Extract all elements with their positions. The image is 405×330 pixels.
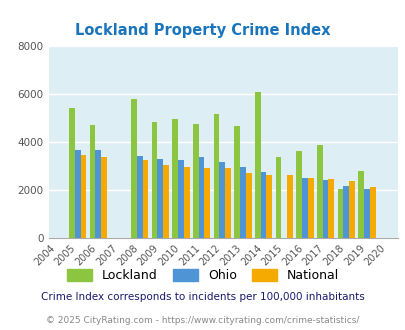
- Bar: [357, 171, 363, 238]
- Bar: [254, 92, 260, 238]
- Bar: [75, 150, 80, 238]
- Bar: [80, 155, 86, 238]
- Bar: [204, 168, 210, 238]
- Bar: [225, 168, 230, 238]
- Bar: [301, 178, 307, 238]
- Bar: [286, 176, 292, 238]
- Bar: [363, 188, 369, 238]
- Bar: [90, 125, 95, 238]
- Bar: [213, 115, 219, 238]
- Bar: [219, 162, 225, 238]
- Bar: [178, 160, 183, 238]
- Bar: [142, 160, 148, 238]
- Bar: [234, 126, 239, 238]
- Bar: [95, 150, 101, 238]
- Bar: [275, 157, 281, 238]
- Bar: [157, 159, 163, 238]
- Bar: [198, 157, 204, 238]
- Bar: [260, 172, 266, 238]
- Text: Crime Index corresponds to incidents per 100,000 inhabitants: Crime Index corresponds to incidents per…: [41, 292, 364, 302]
- Bar: [151, 121, 157, 238]
- Bar: [322, 180, 328, 238]
- Bar: [239, 167, 245, 238]
- Bar: [316, 146, 322, 238]
- Bar: [101, 157, 107, 238]
- Text: Lockland Property Crime Index: Lockland Property Crime Index: [75, 23, 330, 38]
- Legend: Lockland, Ohio, National: Lockland, Ohio, National: [62, 264, 343, 287]
- Bar: [343, 186, 348, 238]
- Bar: [136, 156, 142, 238]
- Bar: [183, 167, 189, 238]
- Text: © 2025 CityRating.com - https://www.cityrating.com/crime-statistics/: © 2025 CityRating.com - https://www.city…: [46, 315, 359, 325]
- Bar: [337, 188, 343, 238]
- Bar: [163, 165, 168, 238]
- Bar: [369, 187, 375, 238]
- Bar: [172, 119, 178, 238]
- Bar: [245, 173, 251, 238]
- Bar: [131, 99, 136, 238]
- Bar: [192, 124, 198, 238]
- Bar: [307, 178, 313, 238]
- Bar: [296, 151, 301, 238]
- Bar: [266, 176, 272, 238]
- Bar: [348, 182, 354, 238]
- Bar: [328, 179, 333, 238]
- Bar: [69, 108, 75, 238]
